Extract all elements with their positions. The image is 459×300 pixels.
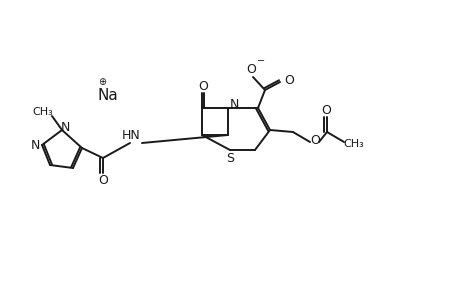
Text: O: O xyxy=(320,103,330,116)
Text: CH₃: CH₃ xyxy=(343,139,364,149)
Text: O: O xyxy=(98,173,108,187)
Text: N: N xyxy=(229,98,238,110)
Text: O: O xyxy=(284,74,293,86)
Text: S: S xyxy=(225,152,234,164)
Text: N: N xyxy=(30,139,39,152)
Text: CH₃: CH₃ xyxy=(33,107,53,117)
Text: O: O xyxy=(309,134,319,146)
Text: ⊕: ⊕ xyxy=(98,77,106,87)
Text: Na: Na xyxy=(97,88,118,103)
Text: −: − xyxy=(257,56,264,66)
Text: O: O xyxy=(246,62,255,76)
Text: N: N xyxy=(60,121,69,134)
Text: HN: HN xyxy=(121,128,140,142)
Text: O: O xyxy=(198,80,207,92)
